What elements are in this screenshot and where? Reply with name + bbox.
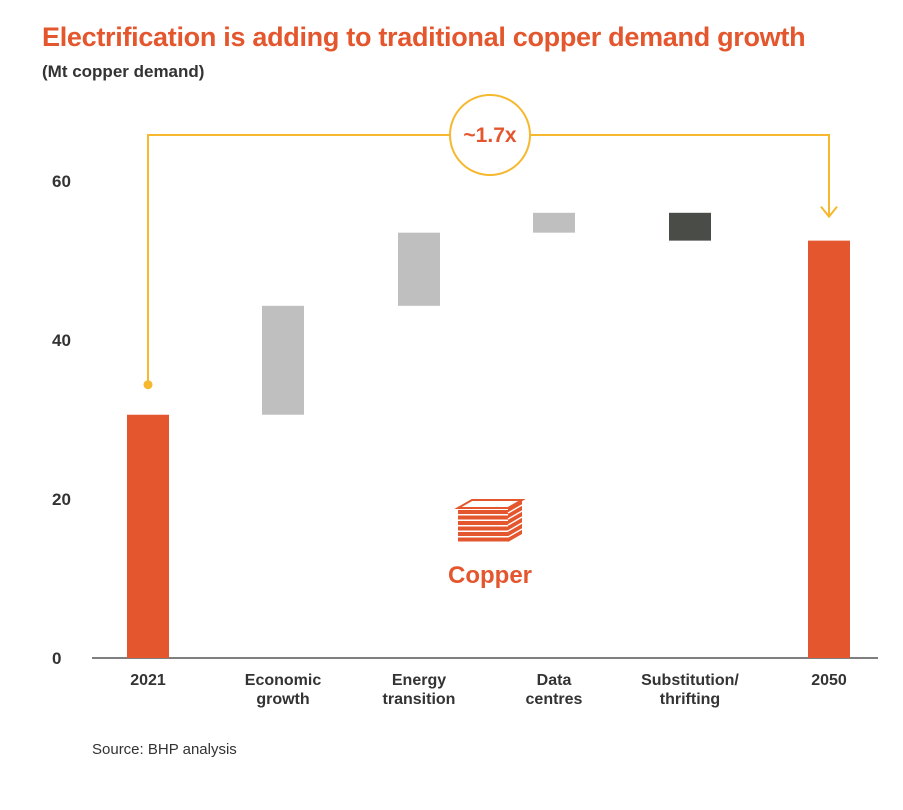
multiplier-label: ~1.7x [463,124,516,147]
y-axis: 0 20 40 60 [52,172,878,668]
y-tick-label: 20 [52,490,71,509]
x-category-label: Energy transition [383,672,456,708]
y-tick-label: 0 [52,649,61,668]
x-category-label: Data centres [526,672,583,708]
copper-label: Copper [448,562,532,589]
multiplier-circle [449,94,531,176]
bar-total [808,240,850,658]
bracket-left-line [147,134,450,385]
growth-bracket: ~1.7x [143,94,838,390]
x-category-label: 2050 [811,672,847,689]
y-tick-label: 60 [52,172,71,191]
source-note: Source: BHP analysis [92,741,237,758]
x-category-label: Substitution/thrifting [641,672,739,708]
chart-subtitle: (Mt copper demand) [42,62,205,81]
copper-icon [454,499,526,542]
bracket-right-line [530,134,830,216]
x-category-label: Economic growth [245,672,322,708]
bar-decrease [669,212,711,241]
bars [127,212,850,658]
bar-increase [398,232,440,306]
bracket-arrow-icon [820,206,838,219]
x-axis-labels: 2021 Economic growth Energy transition Data ce… [130,672,847,708]
bar-total [127,414,169,658]
chart-title: Electrification is adding to traditional… [42,22,806,52]
bar-increase [262,305,304,415]
bar-increase [533,212,575,233]
x-category-label: 2021 [130,672,166,689]
y-tick-label: 40 [52,331,71,350]
